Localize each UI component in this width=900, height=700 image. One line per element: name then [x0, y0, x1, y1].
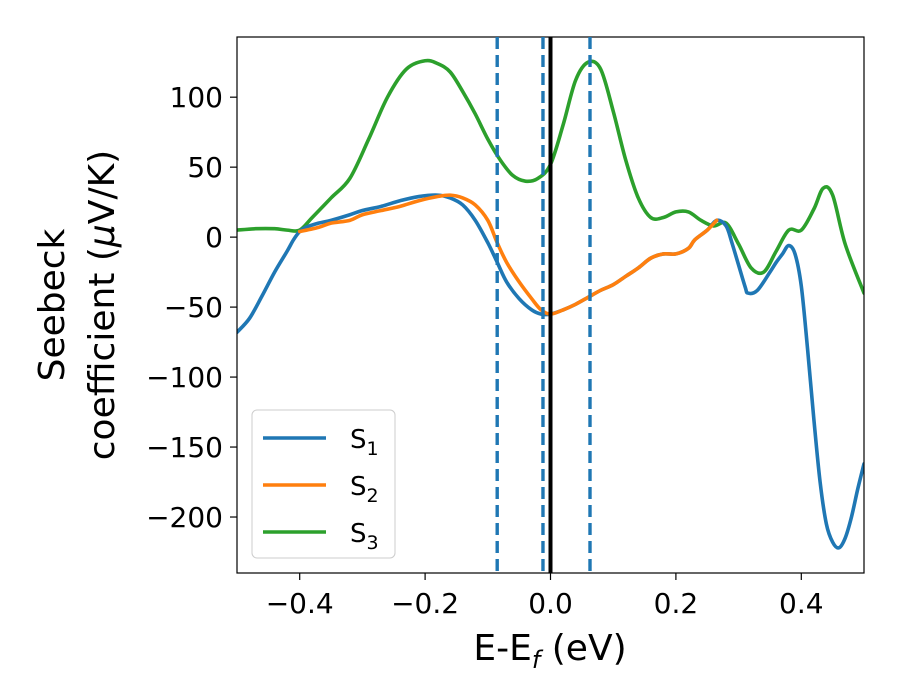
x-axis-label-unit: (eV) — [540, 628, 626, 669]
x-axis: −0.4 −0.2 0.0 0.2 0.4 — [266, 573, 824, 620]
series-layer — [237, 58, 864, 550]
x-tick-label: 0.2 — [654, 587, 699, 620]
x-tick-label: 0.0 — [528, 587, 573, 620]
legend-label-3: S3 — [350, 519, 379, 554]
y-axis-label: Seebeck coefficient (μV/K) — [32, 150, 123, 460]
x-axis-label: E-Ef (eV) — [473, 628, 626, 674]
legend-label-2: S2 — [350, 472, 379, 507]
y-axis: 100 50 0 −50 −100 −150 −200 — [146, 81, 237, 534]
y-tick-label: 100 — [170, 81, 223, 114]
y-tick-label: 0 — [205, 221, 223, 254]
x-tick-label: −0.2 — [391, 587, 459, 620]
series-line-s3 — [237, 58, 864, 295]
x-tick-label: −0.4 — [266, 587, 334, 620]
x-tick-label: 0.4 — [779, 587, 824, 620]
reference-lines — [495, 37, 592, 573]
y-tick-label: −100 — [146, 361, 223, 394]
legend-label-1: S1 — [350, 425, 379, 460]
y-tick-label: −50 — [164, 291, 223, 324]
y-tick-label: −150 — [146, 431, 223, 464]
y-tick-label: −200 — [146, 501, 223, 534]
legend: S1 S2 S3 — [251, 409, 396, 559]
y-axis-label-line1: Seebeck — [32, 228, 73, 381]
y-axis-label-line2: coefficient (μV/K) — [82, 150, 123, 460]
y-tick-label: 50 — [187, 151, 223, 184]
series-line-s2 — [297, 193, 719, 316]
